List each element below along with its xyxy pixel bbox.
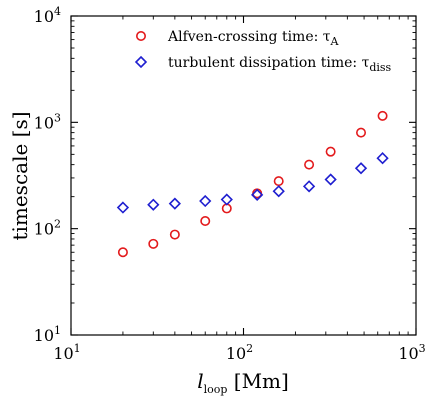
dissipation-point <box>272 185 285 198</box>
legend-label-alfven: Alfven-crossing time: τA <box>167 29 340 48</box>
alfven-point <box>377 110 388 121</box>
dissipation-point <box>168 197 181 210</box>
dissipation-point <box>376 152 389 165</box>
alfven-point <box>148 238 159 249</box>
alfven-point <box>304 159 315 170</box>
alfven-point <box>200 216 211 227</box>
dissipation-point <box>220 193 233 206</box>
tick-labels: 101 102 103 101 102 103 104 <box>34 5 426 363</box>
dissipation-point <box>147 198 160 211</box>
ticks <box>70 15 417 336</box>
alfven-point <box>273 176 284 187</box>
dissipation-point <box>199 194 212 208</box>
dissipation-point <box>324 173 337 186</box>
y-tick-label: 103 <box>34 111 61 132</box>
x-tick-label: 102 <box>226 342 253 363</box>
y-tick-label: 104 <box>34 5 61 26</box>
y-tick-label: 102 <box>34 218 61 239</box>
y-axis-label: timescale [s] <box>8 111 32 240</box>
legend-label-diss: turbulent dissipation time: τdiss <box>168 55 392 74</box>
y-tick-label: 101 <box>34 324 61 345</box>
alfven-point <box>117 247 128 258</box>
x-tick-label: 101 <box>53 342 80 363</box>
legend: Alfven-crossing time: τA turbulent dissi… <box>134 29 392 74</box>
dissipation-point <box>251 188 264 201</box>
dissipation-point <box>302 180 316 193</box>
legend-marker-diss <box>134 55 148 69</box>
dissipation-point <box>116 201 130 214</box>
alfven-point <box>356 127 367 138</box>
alfven-point <box>169 229 180 240</box>
data-points <box>116 110 389 258</box>
dissipation-point <box>354 162 368 175</box>
alfven-point <box>325 146 336 157</box>
x-tick-label: 103 <box>398 342 425 363</box>
legend-marker-alfven <box>136 30 147 41</box>
x-axis-label: lloop [Mm] <box>197 369 289 396</box>
